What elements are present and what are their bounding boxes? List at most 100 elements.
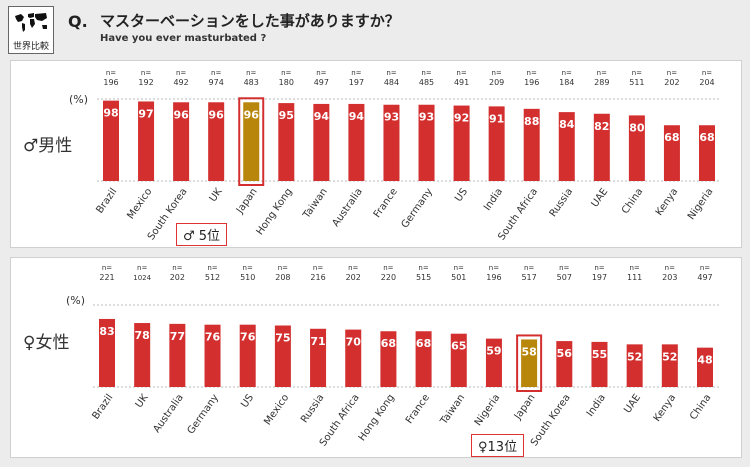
male-rank-callout: ♂ 5位 xyxy=(176,223,228,246)
sample-size: 192 xyxy=(138,78,153,87)
bar-brazil xyxy=(103,100,119,181)
sample-size-prefix: n= xyxy=(594,264,604,272)
value-label: 78 xyxy=(135,329,150,342)
sample-size-prefix: n= xyxy=(562,69,572,77)
value-label: 76 xyxy=(205,331,221,344)
bar-south-africa xyxy=(523,108,540,181)
bar-australia xyxy=(348,103,365,181)
bar-china xyxy=(628,115,645,181)
category-label: Germany xyxy=(400,186,435,230)
sample-size-prefix: n= xyxy=(632,69,642,77)
sample-size: 208 xyxy=(275,273,290,282)
bar-hong-kong xyxy=(380,331,397,387)
sample-size: 510 xyxy=(240,273,255,282)
value-label: 76 xyxy=(240,331,256,344)
sample-size-prefix: n= xyxy=(665,264,675,272)
male-unit-label: (%) xyxy=(69,93,89,106)
sample-size-prefix: n= xyxy=(702,69,712,77)
sample-size-prefix: n= xyxy=(243,264,253,272)
category-label: Russia xyxy=(548,186,575,219)
sample-size-prefix: n= xyxy=(102,264,112,272)
sample-size: 184 xyxy=(559,78,574,87)
bar-uae xyxy=(626,344,643,387)
sample-size: 204 xyxy=(699,78,714,87)
bar-mexico xyxy=(138,101,155,181)
bar-south-korea xyxy=(556,341,573,387)
bar-france xyxy=(415,331,432,387)
bar-nigeria xyxy=(699,125,715,181)
category-label: France xyxy=(372,186,400,220)
value-label: 94 xyxy=(314,110,330,123)
value-label: 91 xyxy=(489,112,504,125)
sample-size: 289 xyxy=(594,78,609,87)
bar-china xyxy=(697,347,713,387)
bar-france xyxy=(383,104,400,181)
female-rank-callout: ♀13位 xyxy=(471,434,525,457)
category-label: Hong Kong xyxy=(357,392,397,443)
bar-uk xyxy=(208,102,225,181)
value-label: 58 xyxy=(521,345,536,358)
sample-size-prefix: n= xyxy=(700,264,710,272)
sample-size: 196 xyxy=(524,78,539,87)
value-label: 98 xyxy=(103,107,118,120)
bar-russia xyxy=(310,328,327,387)
value-label: 59 xyxy=(486,345,501,358)
sample-size-prefix: n= xyxy=(383,264,393,272)
sample-size: 517 xyxy=(521,273,536,282)
sample-size-prefix: n= xyxy=(172,264,182,272)
sample-size: 515 xyxy=(416,273,431,282)
value-label: 92 xyxy=(454,112,469,125)
sample-size-prefix: n= xyxy=(246,69,256,77)
category-label: Japan xyxy=(512,392,538,422)
sample-size: 202 xyxy=(664,78,679,87)
category-label: France xyxy=(404,392,432,426)
sample-size: 483 xyxy=(244,78,259,87)
value-label: 83 xyxy=(99,325,114,338)
sample-size: 209 xyxy=(489,78,504,87)
sample-size-prefix: n= xyxy=(176,69,186,77)
sample-size-prefix: n= xyxy=(211,69,221,77)
sample-size: 197 xyxy=(592,273,607,282)
world-comparison-logo: 世界比較 xyxy=(8,6,54,54)
sample-size-prefix: n= xyxy=(421,69,431,77)
sample-size-prefix: n= xyxy=(386,69,396,77)
category-label: Brazil xyxy=(90,392,115,421)
bar-japan xyxy=(243,102,260,181)
highlight-frame xyxy=(238,97,265,186)
category-label: US xyxy=(453,186,470,204)
category-label: Brazil xyxy=(94,186,119,215)
category-label: Mexico xyxy=(262,392,291,427)
value-label: 70 xyxy=(346,336,362,349)
category-label: Nigeria xyxy=(686,186,716,222)
sample-size: 221 xyxy=(99,273,114,282)
category-label: Nigeria xyxy=(473,392,503,428)
sample-size: 501 xyxy=(451,273,466,282)
bar-germany xyxy=(418,104,435,181)
sample-size-prefix: n= xyxy=(629,264,639,272)
question-label: Q. xyxy=(68,12,88,31)
value-label: 56 xyxy=(557,347,573,360)
sample-size-prefix: n= xyxy=(281,69,291,77)
value-label: 68 xyxy=(381,337,396,350)
category-label: India xyxy=(482,186,505,212)
bar-brazil xyxy=(99,318,115,387)
bar-south-korea xyxy=(173,102,190,181)
sample-size-prefix: n= xyxy=(527,69,537,77)
bar-nigeria xyxy=(485,338,502,387)
bar-uk xyxy=(134,323,151,387)
category-label: Mexico xyxy=(125,186,154,221)
bar-uae xyxy=(593,113,610,181)
bar-india xyxy=(488,106,505,181)
sample-size: 497 xyxy=(314,78,329,87)
value-label: 52 xyxy=(627,350,642,363)
category-label: UAE xyxy=(590,186,611,209)
category-label: Hong Kong xyxy=(255,186,295,237)
value-label: 65 xyxy=(451,340,466,353)
value-label: 84 xyxy=(559,118,575,131)
bar-south-africa xyxy=(345,329,362,387)
sample-size-prefix: n= xyxy=(418,264,428,272)
value-label: 68 xyxy=(416,337,431,350)
sample-size: 484 xyxy=(384,78,399,87)
value-label: 82 xyxy=(594,120,609,133)
